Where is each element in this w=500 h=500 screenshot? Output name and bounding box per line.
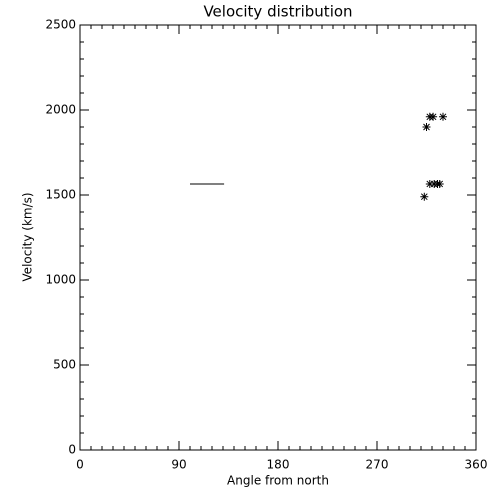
star-point: [439, 112, 447, 121]
y-tick-label: 2500: [45, 18, 76, 32]
x-tick-label: 90: [171, 458, 186, 472]
star-point: [422, 123, 431, 131]
y-tick-label: 1500: [45, 188, 76, 202]
y-tick-label: 1000: [45, 273, 76, 287]
x-tick-label: 270: [366, 458, 389, 472]
x-axis-label: Angle from north: [227, 474, 329, 488]
y-tick-label: 2000: [45, 103, 76, 117]
star-point: [420, 192, 429, 201]
y-axis-label: Velocity (km/s): [21, 192, 35, 281]
y-tick-label: 0: [68, 443, 76, 457]
y-tick-label: 500: [53, 358, 76, 372]
x-tick-label: 0: [76, 458, 84, 472]
star-point: [435, 179, 444, 188]
x-tick-label: 360: [465, 458, 488, 472]
star-point: [425, 179, 434, 188]
chart-title: Velocity distribution: [203, 3, 352, 21]
x-tick-label: 180: [267, 458, 290, 472]
star-point: [429, 112, 438, 121]
plot-frame: [79, 24, 477, 451]
